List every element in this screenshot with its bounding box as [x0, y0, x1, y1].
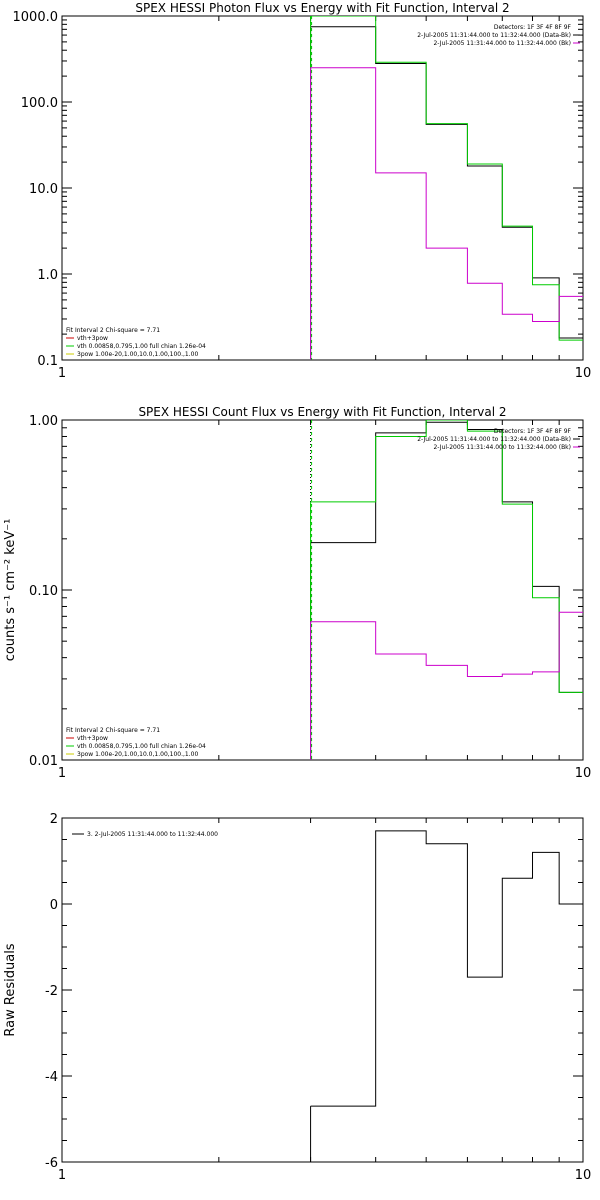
legend-entry: Detectors: 1F 3F 4F 8F 9F [494, 428, 572, 435]
fit-legend-entry: 3pow 1.00e-20,1.00,10.0,1.00,100.,1.00 [77, 751, 198, 758]
y-axis-label: Raw Residuals [3, 943, 18, 1036]
plot-data [310, 16, 583, 360]
legend-entry: 2-Jul-2005 11:31:44.000 to 11:32:44.000 … [433, 444, 571, 451]
y-tick-label: 10.0 [29, 182, 58, 197]
chart-title: SPEX HESSI Photon Flux vs Energy with Fi… [135, 1, 509, 15]
fit-legend-header: Fit Interval 2 Chi-square = 7.71 [66, 727, 160, 734]
y-tick-label: 1.00 [29, 414, 58, 429]
y-tick-label: 1000.0 [13, 10, 59, 25]
y-tick-label: -6 [45, 1156, 58, 1171]
y-tick-label: 2 [50, 812, 58, 827]
count-flux-panel: SPEX HESSI Count Flux vs Energy with Fit… [3, 405, 591, 781]
plot-frame [61, 817, 584, 1163]
x-tick-label: 10 [575, 766, 592, 781]
series-0-line [310, 421, 583, 760]
fit-legend-entry: vth+3pow [77, 735, 108, 742]
y-tick-label: 1.0 [37, 268, 58, 283]
fit-legend-entry: 3pow 1.00e-20,1.00,10.0,1.00,100.,1.00 [77, 351, 198, 358]
y-tick-label: 0.10 [29, 584, 58, 599]
series-0-line [310, 26, 583, 360]
residuals-panel: Raw Residuals 1 10 -6 -4 -2 0 2 3. 2-Jul-2005 11… [3, 812, 591, 1183]
x-tick-label: 10 [575, 366, 592, 381]
x-tick-label: 1 [58, 1168, 66, 1183]
fit-legend-entry: vth+3pow [77, 335, 108, 342]
plot-frame [61, 419, 584, 761]
plot-data [310, 830, 583, 1162]
y-tick-label: 0 [50, 898, 58, 913]
series-0-line [310, 830, 583, 1162]
legend-entry: 2-Jul-2005 11:31:44.000 to 11:32:44.000 … [417, 436, 571, 443]
legend-entry: Detectors: 1F 3F 4F 8F 9F [494, 24, 572, 31]
series-2-line [310, 67, 583, 360]
y-tick-label: -2 [45, 984, 58, 999]
plot-data [310, 420, 583, 760]
photon-flux-panel: SPEX HESSI Photon Flux vs Energy with Fi… [13, 1, 592, 381]
fit-legend-header: Fit Interval 2 Chi-square = 7.71 [66, 327, 160, 334]
legend-entry: 3. 2-Jul-2005 11:31:44.000 to 11:32:44.0… [87, 831, 218, 838]
x-tick-label: 1 [58, 766, 66, 781]
chart-title: SPEX HESSI Count Flux vs Energy with Fit… [138, 405, 506, 419]
x-tick-label: 1 [58, 366, 66, 381]
legend-entry: 2-Jul-2005 11:31:44.000 to 11:32:44.000 … [433, 40, 571, 47]
legend-entry: 2-Jul-2005 11:31:44.000 to 11:32:44.000 … [417, 32, 571, 39]
fit-legend-entry: vth 0.00858,0.795,1.00 full chian 1.26e-… [77, 743, 206, 750]
y-tick-label: 100.0 [21, 96, 58, 111]
y-tick-label: 0.1 [37, 354, 58, 369]
series-1-line [310, 420, 583, 760]
x-tick-label: 10 [575, 1168, 592, 1183]
y-tick-label: 0.01 [29, 754, 58, 769]
y-tick-label: -4 [45, 1070, 58, 1085]
fit-legend-entry: vth 0.00858,0.795,1.00 full chian 1.26e-… [77, 343, 206, 350]
y-axis-label: counts s⁻¹ cm⁻² keV⁻¹ [3, 519, 18, 662]
series-2-line [310, 611, 583, 760]
